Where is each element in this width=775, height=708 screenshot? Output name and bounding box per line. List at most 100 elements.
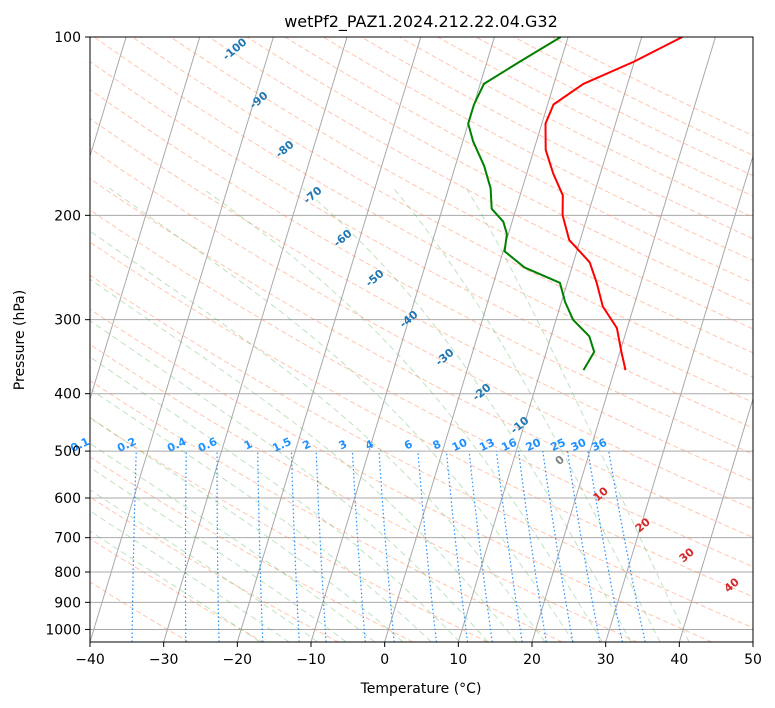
mixing-ratio-label: 25 bbox=[548, 436, 567, 454]
axes: −40 −30 −20 −10 0 10 20 30 40 5010020030040050060… bbox=[45, 30, 762, 668]
x-tick-label: 40 bbox=[670, 652, 688, 668]
mixing-ratio-line bbox=[378, 451, 395, 642]
isotherm-line bbox=[605, 154, 753, 642]
dry-adiabat-line bbox=[93, 37, 753, 403]
dry-adiabat-line bbox=[90, 60, 753, 429]
mixing-ratio-label: 13 bbox=[477, 436, 496, 454]
isotherm-line bbox=[531, 37, 716, 642]
dry-adiabat-label: -50 bbox=[363, 267, 387, 290]
dry-adiabat-line bbox=[170, 37, 753, 354]
isotherm-line bbox=[457, 37, 643, 642]
mixing-ratio-line bbox=[257, 451, 264, 642]
isotherm-line bbox=[163, 37, 348, 642]
dry-adiabat-label: 30 bbox=[677, 545, 697, 565]
dry-adiabat-label: -100 bbox=[220, 35, 250, 63]
mixing-ratio-label: 4 bbox=[363, 437, 376, 452]
moist-adiabat-line bbox=[202, 187, 603, 642]
mixing-ratio-label: 0.2 bbox=[115, 435, 138, 455]
moist-adiabat-line bbox=[90, 356, 461, 642]
dry-adiabat-line bbox=[513, 37, 753, 156]
mixing-ratio-line bbox=[417, 451, 437, 642]
x-tick-label: 30 bbox=[597, 652, 615, 668]
chart-title: wetPf2_PAZ1.2024.212.22.04.G32 bbox=[284, 12, 558, 32]
moist-adiabat-line bbox=[466, 187, 690, 642]
mixing-ratio-line bbox=[290, 451, 300, 642]
dry-adiabat-line bbox=[90, 343, 638, 642]
dry-adiabat-label: -40 bbox=[397, 308, 421, 331]
isotherm-line bbox=[384, 37, 569, 642]
dry-adiabat-line bbox=[208, 37, 753, 330]
moist-adiabat-line bbox=[90, 388, 432, 642]
dry-adiabat-line bbox=[90, 496, 339, 642]
moist-adiabat-line bbox=[90, 466, 347, 642]
dry-adiabat-label: -10 bbox=[508, 414, 532, 437]
dry-adiabat-label: -20 bbox=[470, 381, 494, 404]
mixing-ratio-line bbox=[315, 451, 327, 642]
mixing-ratio-label: 0.6 bbox=[196, 435, 219, 455]
mixing-ratio-label: 30 bbox=[569, 436, 589, 454]
dry-adiabat-line bbox=[90, 117, 753, 482]
dry-adiabat-line bbox=[246, 37, 753, 307]
isotherm-line bbox=[236, 37, 422, 642]
dry-adiabat-line bbox=[132, 37, 753, 378]
dry-adiabat-line bbox=[284, 37, 753, 284]
mixing-ratio-line bbox=[608, 451, 646, 642]
mixing-ratio-label: 1.5 bbox=[270, 435, 293, 455]
x-tick-label: 10 bbox=[449, 652, 467, 668]
mixing-ratio-line bbox=[82, 451, 90, 642]
moist-adiabat-line bbox=[90, 489, 319, 642]
temperature-profile bbox=[544, 37, 683, 371]
x-tick-label: −30 bbox=[149, 652, 179, 668]
y-tick-label: 500 bbox=[54, 444, 81, 460]
dry-adiabat-line bbox=[551, 37, 753, 137]
dry-adiabat-line bbox=[90, 380, 563, 642]
y-tick-label: 900 bbox=[54, 595, 81, 611]
dry-adiabat-label: 40 bbox=[722, 575, 742, 595]
moist-adiabat-line bbox=[109, 187, 575, 642]
dry-adiabat-line bbox=[90, 89, 753, 455]
isotherm-line bbox=[90, 37, 274, 642]
dry-adiabat-line bbox=[90, 456, 414, 642]
mixing-ratio-line bbox=[518, 451, 547, 642]
isotherm-line bbox=[310, 37, 495, 642]
moist-adiabat-line bbox=[90, 320, 489, 642]
y-tick-label: 400 bbox=[54, 387, 81, 403]
moist-adiabat-line bbox=[90, 278, 517, 642]
isotherm-line bbox=[752, 640, 753, 642]
isotherm-line bbox=[90, 37, 201, 401]
y-tick-label: 800 bbox=[54, 565, 81, 581]
x-tick-label: −20 bbox=[223, 652, 253, 668]
mixing-ratio-label: 8 bbox=[431, 437, 443, 452]
dry-adiabat-label: 20 bbox=[633, 515, 653, 535]
isotherm-line bbox=[678, 397, 753, 642]
mixing-ratio-line bbox=[495, 451, 523, 642]
mixing-ratio-line bbox=[468, 451, 493, 642]
isopleth-labels: 0.1 0.2 0.4 0.6 1 1.5 2 3 4 6 8 10 13 16 20 25 30 36-100-… bbox=[68, 35, 742, 595]
mixing-ratio-label: 36 bbox=[590, 436, 610, 454]
mixing-ratio-line bbox=[131, 451, 137, 642]
dry-adiabat-line bbox=[322, 37, 753, 261]
y-tick-label: 200 bbox=[54, 208, 81, 224]
dry-adiabat-line bbox=[90, 308, 712, 642]
dry-adiabat-line bbox=[90, 178, 753, 538]
dry-adiabat-line bbox=[475, 37, 753, 177]
dry-adiabat-line bbox=[90, 538, 264, 642]
mixing-ratio-line bbox=[184, 451, 187, 642]
mixing-ratio-label: 6 bbox=[402, 437, 415, 452]
mixing-ratio-label: 3 bbox=[337, 437, 349, 452]
mixing-ratio-line bbox=[587, 451, 623, 642]
mixing-ratio-line bbox=[542, 451, 574, 642]
y-axis-title: Pressure (hPa) bbox=[12, 290, 28, 390]
dewpoint-profile bbox=[467, 37, 596, 371]
moist-adiabat-line bbox=[90, 442, 376, 642]
y-tick-label: 300 bbox=[54, 313, 81, 329]
y-tick-label: 1000 bbox=[45, 622, 81, 638]
dry-adiabat-line bbox=[90, 274, 753, 629]
y-tick-label: 100 bbox=[54, 30, 81, 46]
y-tick-label: 700 bbox=[54, 531, 81, 547]
x-tick-label: 20 bbox=[523, 652, 541, 668]
moist-adiabat-line bbox=[302, 187, 632, 642]
x-tick-label: 0 bbox=[380, 652, 389, 668]
y-tick-label: 600 bbox=[54, 491, 81, 507]
